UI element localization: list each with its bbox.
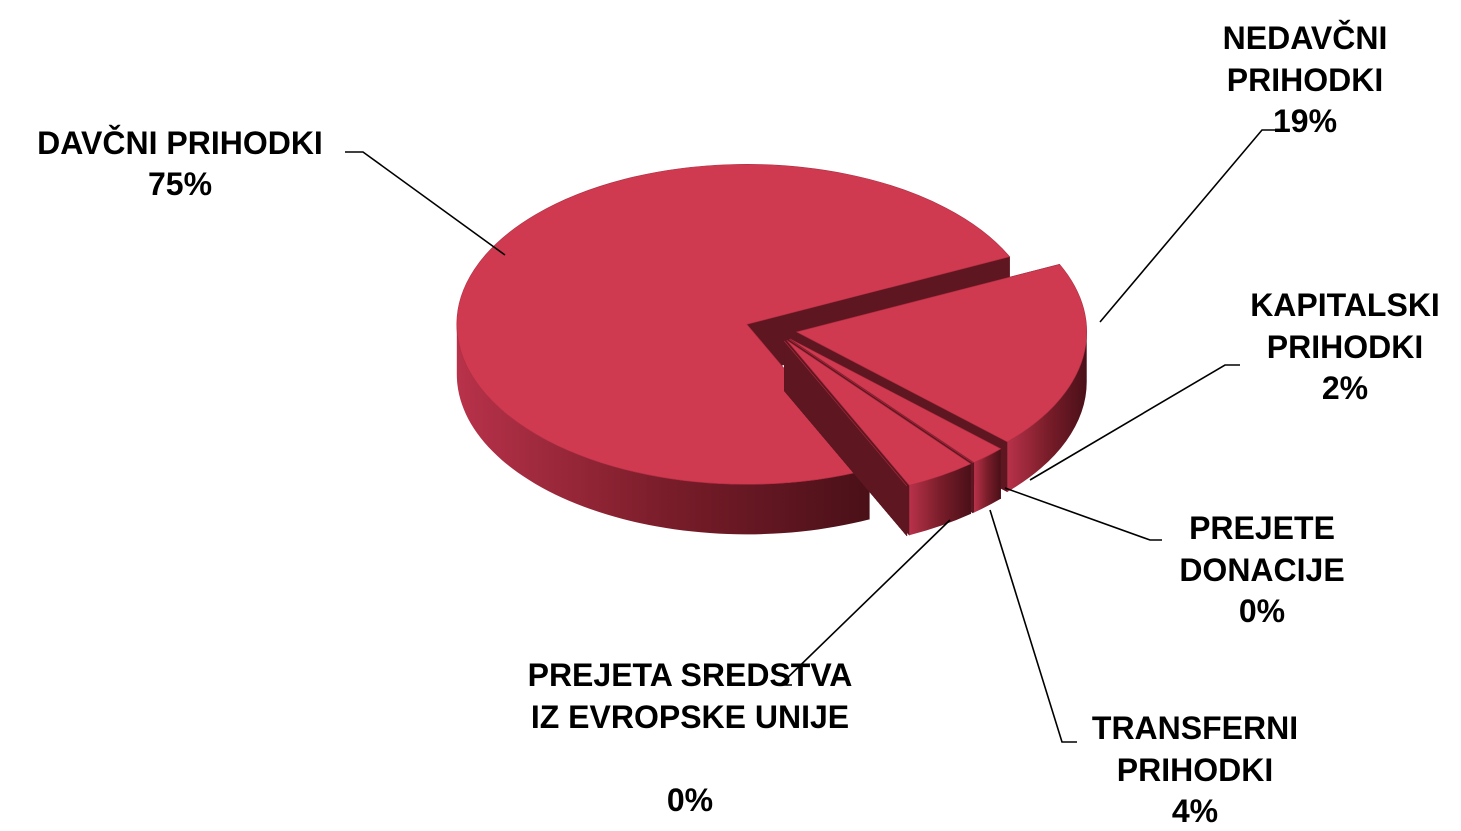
slice-label: NEDAVČNI PRIHODKI [1222, 20, 1388, 98]
slice-value-label: 4% [1171, 793, 1219, 829]
slice-outer-wall [456, 324, 870, 535]
leader-line [1029, 364, 1240, 481]
slice-value-label: 0% [666, 782, 714, 818]
slice-value-label: 2% [1321, 370, 1369, 406]
leader-line [989, 509, 1077, 743]
slice-label: KAPITALSKI PRIHODKI [1250, 287, 1440, 365]
leader-line [1099, 129, 1282, 323]
slice [789, 338, 1002, 463]
slice-outer-wall [1007, 331, 1087, 492]
slice-value-label: 0% [1238, 593, 1286, 629]
slice-label: PREJETA SREDSTVA IZ EVROPSKE UNIJE [527, 657, 853, 735]
leader-line [1004, 487, 1162, 541]
leader-line [345, 151, 506, 256]
slice-value-label: 19% [1272, 103, 1338, 139]
slice [456, 164, 1011, 485]
slice [795, 263, 1088, 443]
slice [788, 339, 974, 464]
slice [786, 340, 972, 486]
slice-value-label: 75% [147, 166, 213, 202]
slice-outer-wall [974, 448, 1001, 513]
slice-label: TRANSFERNI PRIHODKI [1091, 710, 1299, 788]
pie [456, 164, 1088, 537]
leader-line [778, 519, 951, 686]
slice-outer-wall [909, 463, 971, 536]
slice-label: DAVČNI PRIHODKI [37, 125, 323, 161]
leader-lines [345, 129, 1282, 743]
slice [784, 340, 908, 487]
slice-label: PREJETE DONACIJE [1179, 510, 1345, 588]
